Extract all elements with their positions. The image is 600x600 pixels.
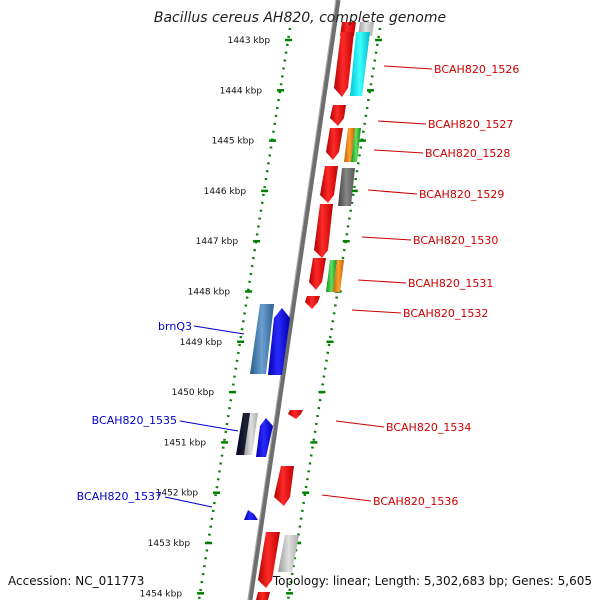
tick-label: 1443 kbp	[228, 36, 271, 46]
gene-BCAH820_1535-c[interactable]	[256, 418, 273, 457]
gene-BCAH820_1530[interactable]	[314, 204, 333, 258]
kbp-ticks: 1443 kbp 1444 kbp 1445 kbp 1446 kbp 1447 kbp…	[140, 36, 383, 599]
left-gene-labels: brnQ3 BCAH820_1535 BCAH820_1537	[77, 320, 192, 503]
tick-1449: 1449 kbp	[180, 338, 334, 348]
gene-grey-bottom[interactable]	[278, 535, 299, 572]
gene-BCAH820_1534[interactable]	[288, 410, 303, 419]
gene-forward-bottom-b[interactable]	[256, 592, 270, 600]
gene-BCAH820_1537[interactable]	[244, 510, 258, 520]
genome-backbone	[247, 0, 341, 600]
label-leaders	[164, 65, 433, 508]
gene-BCAH820_1526-a[interactable]	[334, 32, 354, 97]
tick-label: 1449 kbp	[180, 338, 223, 348]
gene-BCAH820_1528-c[interactable]	[351, 128, 361, 162]
gene-BCAH820_1526-b[interactable]	[350, 32, 370, 96]
genome-summary-text: Topology: linear; Length: 5,302,683 bp; …	[272, 574, 592, 588]
gene-BCAH820_1529-b[interactable]	[338, 168, 355, 206]
tick-label: 1453 kbp	[148, 539, 191, 549]
gene-BCAH820_1528-a[interactable]	[326, 128, 343, 160]
gene-BCAH820_1535-b[interactable]	[244, 413, 258, 455]
gene-BCAH820_1527[interactable]	[330, 105, 346, 126]
ruler-left	[197, 27, 292, 600]
map-title: Bacillus cereus AH820, complete genome	[153, 10, 447, 26]
tick-1451: 1451 kbp	[164, 438, 318, 448]
tick-1445: 1445 kbp	[212, 137, 366, 147]
gene-label-BCAH820_1530[interactable]: BCAH820_1530	[413, 234, 498, 247]
gene-brnQ3-b[interactable]	[268, 308, 290, 375]
gene-BCAH820_1529-a[interactable]	[320, 166, 338, 203]
gene-brnQ3-a[interactable]	[250, 304, 274, 374]
tick-label: 1452 kbp	[156, 489, 199, 499]
gene-label-BCAH820_1535[interactable]: BCAH820_1535	[92, 414, 177, 427]
tick-1447: 1447 kbp	[196, 237, 350, 247]
tick-label: 1454 kbp	[140, 589, 183, 599]
gene-label-BCAH820_1532[interactable]: BCAH820_1532	[403, 307, 488, 320]
gene-label-BCAH820_1527[interactable]: BCAH820_1527	[428, 118, 513, 131]
tick-1444: 1444 kbp	[220, 86, 374, 96]
gene-label-BCAH820_1531[interactable]: BCAH820_1531	[408, 277, 493, 290]
gene-BCAH820_1531-b[interactable]	[326, 260, 337, 292]
tick-label: 1447 kbp	[196, 237, 239, 247]
tick-label: 1448 kbp	[188, 288, 231, 298]
gene-label-BCAH820_1529[interactable]: BCAH820_1529	[419, 188, 504, 201]
gene-BCAH820_1532[interactable]	[305, 296, 320, 309]
tick-label: 1450 kbp	[172, 388, 215, 398]
gene-label-BCAH820_1537[interactable]: BCAH820_1537	[77, 490, 162, 503]
gene-label-BCAH820_1526[interactable]: BCAH820_1526	[434, 63, 519, 76]
tick-label: 1445 kbp	[212, 137, 255, 147]
right-gene-labels: BCAH820_1526 BCAH820_1527 BCAH820_1528 B…	[373, 63, 519, 508]
gene-BCAH820_1536[interactable]	[274, 466, 294, 506]
tick-1450: 1450 kbp	[172, 388, 326, 398]
gene-label-brnQ3[interactable]: brnQ3	[158, 320, 192, 333]
tick-label: 1444 kbp	[220, 86, 263, 96]
tick-label: 1451 kbp	[164, 438, 207, 448]
tick-1454: 1454 kbp	[140, 589, 294, 599]
tick-1452: 1452 kbp	[156, 489, 310, 499]
ruler-right	[286, 27, 382, 600]
gene-BCAH820_1531-a[interactable]	[309, 258, 326, 290]
gene-forward-bottom-a[interactable]	[258, 532, 280, 588]
gene-label-BCAH820_1528[interactable]: BCAH820_1528	[425, 147, 510, 160]
gene-features	[236, 22, 374, 600]
accession-text: Accession: NC_011773	[8, 574, 145, 588]
gene-BCAH820_1531-c[interactable]	[333, 260, 344, 292]
tick-label: 1446 kbp	[204, 187, 247, 197]
tick-1443: 1443 kbp	[228, 36, 383, 46]
gene-label-BCAH820_1536[interactable]: BCAH820_1536	[373, 495, 458, 508]
gene-BCAH820_1528-b[interactable]	[344, 128, 355, 162]
gene-label-BCAH820_1534[interactable]: BCAH820_1534	[386, 421, 471, 434]
